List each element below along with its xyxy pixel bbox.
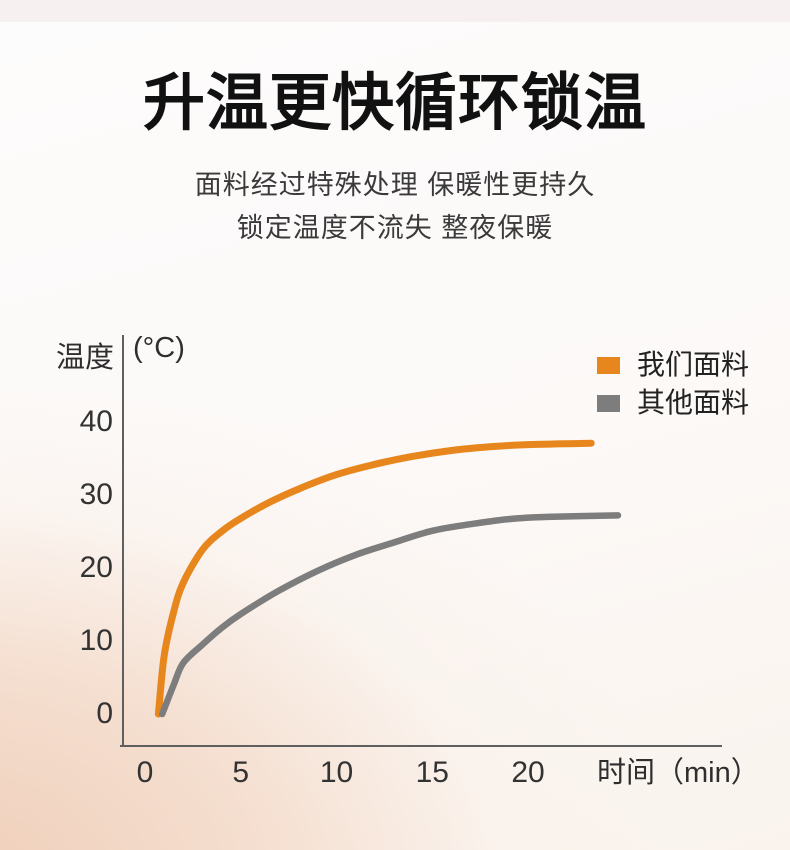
page-title: 升温更快循环锁温 xyxy=(142,70,647,138)
top-band xyxy=(0,0,790,22)
y-tick-label: 30 xyxy=(79,478,113,511)
series-curve-0 xyxy=(154,439,595,718)
chart-legend: 我们面料 其他面料 xyxy=(597,350,749,426)
legend-label: 其他面料 xyxy=(637,387,750,418)
x-tick-label: 5 xyxy=(232,756,250,789)
subtitle-line-1: 面料经过特殊处理 保暖性更持久 xyxy=(194,170,596,200)
y-tick-label: 40 xyxy=(79,405,113,438)
y-tick-label: 20 xyxy=(79,551,113,584)
x-tick-label: 0 xyxy=(136,756,154,789)
subtitle-line-2: 锁定温度不流失 整夜保暖 xyxy=(236,213,554,243)
legend-label: 我们面料 xyxy=(637,349,750,380)
legend-item-0: 我们面料 xyxy=(597,350,749,380)
x-tick-label: 20 xyxy=(511,756,545,789)
x-tick-label: 15 xyxy=(415,756,449,789)
y-axis-title: 温度 xyxy=(55,342,114,374)
y-tick-label: 10 xyxy=(79,624,113,657)
series-curve-1 xyxy=(158,512,622,718)
x-axis-title: 时间（min） xyxy=(597,757,760,789)
legend-item-1: 其他面料 xyxy=(597,388,749,418)
legend-swatch-icon xyxy=(597,394,620,412)
y-axis-unit: (°C) xyxy=(133,332,185,364)
x-tick-label: 10 xyxy=(319,756,354,789)
legend-swatch-icon xyxy=(597,356,620,374)
y-tick-label: 0 xyxy=(96,697,113,730)
